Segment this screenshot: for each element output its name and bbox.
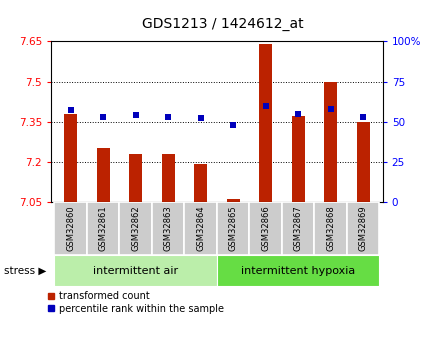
Bar: [119, 202, 152, 255]
Bar: [194, 164, 207, 202]
Legend: transformed count, percentile rank within the sample: transformed count, percentile rank withi…: [47, 291, 224, 314]
Bar: [250, 202, 282, 255]
Bar: [282, 202, 315, 255]
Bar: [315, 202, 347, 255]
Bar: [259, 44, 272, 202]
Bar: [54, 202, 87, 255]
Text: intermittent hypoxia: intermittent hypoxia: [241, 266, 355, 276]
Text: GSM32867: GSM32867: [294, 206, 303, 252]
Text: GSM32861: GSM32861: [99, 206, 108, 252]
Text: GSM32862: GSM32862: [131, 206, 140, 252]
Point: [327, 106, 334, 111]
Bar: [162, 154, 175, 202]
Bar: [87, 202, 119, 255]
Point: [132, 112, 139, 118]
Text: GSM32860: GSM32860: [66, 206, 75, 252]
Bar: [291, 116, 305, 202]
Point: [295, 111, 302, 116]
Bar: [64, 114, 77, 202]
Point: [360, 114, 367, 120]
Point: [262, 103, 269, 108]
Bar: [54, 255, 217, 286]
Bar: [324, 81, 337, 202]
Bar: [184, 202, 217, 255]
Bar: [129, 154, 142, 202]
Text: GSM32866: GSM32866: [261, 206, 270, 252]
Point: [197, 116, 204, 121]
Text: GDS1213 / 1424612_at: GDS1213 / 1424612_at: [142, 17, 303, 31]
Bar: [97, 148, 109, 202]
Text: GSM32869: GSM32869: [359, 206, 368, 252]
Bar: [357, 122, 370, 202]
Bar: [227, 199, 240, 202]
Text: GSM32865: GSM32865: [229, 206, 238, 252]
Bar: [152, 202, 184, 255]
Bar: [217, 255, 380, 286]
Point: [230, 122, 237, 128]
Text: intermittent air: intermittent air: [93, 266, 178, 276]
Point: [165, 114, 172, 120]
Text: stress ▶: stress ▶: [4, 266, 47, 276]
Text: GSM32868: GSM32868: [326, 206, 335, 252]
Bar: [217, 202, 250, 255]
Text: GSM32863: GSM32863: [164, 206, 173, 252]
Point: [100, 114, 107, 120]
Text: GSM32864: GSM32864: [196, 206, 205, 252]
Point: [67, 108, 74, 113]
Bar: [347, 202, 380, 255]
